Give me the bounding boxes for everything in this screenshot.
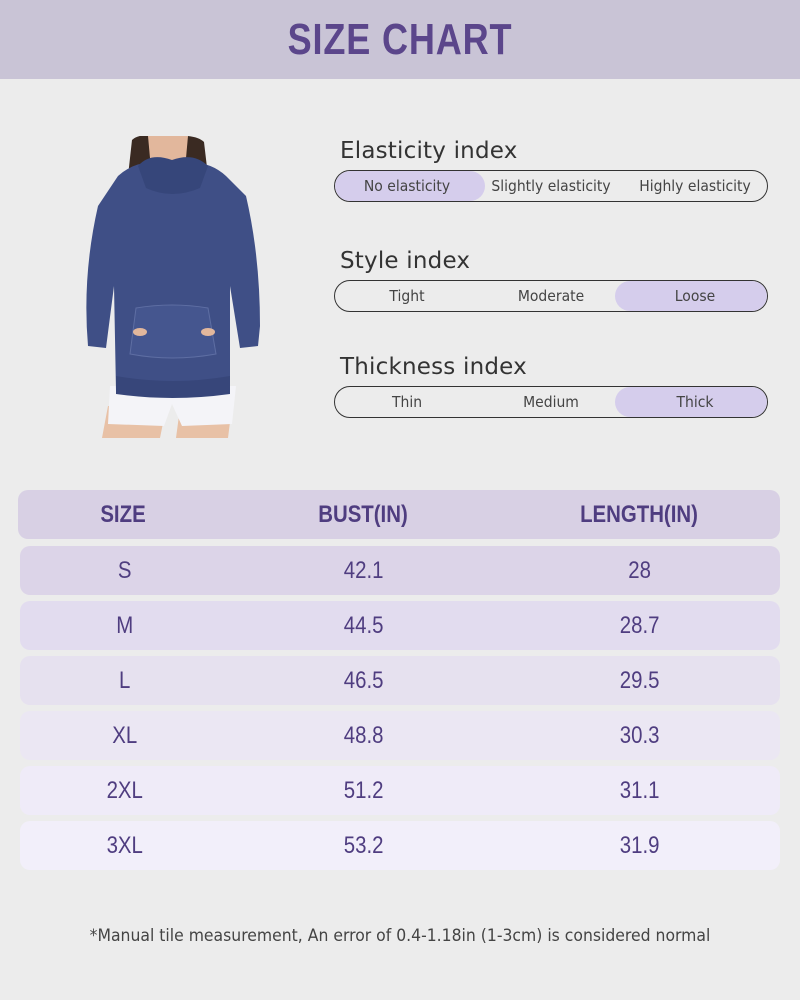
- size-table: SIZE BUST(IN) LENGTH(IN) S 42.1 28 M 44.5 28.…: [18, 490, 780, 876]
- style-option-moderate: Moderate: [517, 287, 585, 305]
- page-title: SIZE CHART: [287, 14, 513, 64]
- cell-size: 2XL: [106, 776, 143, 804]
- thickness-option-thin: Thin: [391, 393, 423, 411]
- cell-bust: 51.2: [344, 776, 384, 804]
- product-image: [80, 134, 265, 441]
- header-size: SIZE: [100, 500, 146, 528]
- thickness-selected-highlight: [615, 387, 767, 417]
- table-header: SIZE BUST(IN) LENGTH(IN): [18, 490, 780, 539]
- thickness-option-medium: Medium: [523, 393, 579, 411]
- style-scale: Tight Moderate Loose: [334, 280, 768, 312]
- table-row: S 42.1 28: [20, 546, 780, 595]
- header-length: LENGTH(IN): [580, 500, 698, 528]
- cell-length: 31.9: [619, 831, 660, 859]
- style-option-tight: Tight: [389, 287, 425, 305]
- cell-size: XL: [112, 721, 138, 749]
- header-bust: BUST(IN): [318, 500, 408, 528]
- elasticity-option-slight: Slightly elasticity: [491, 177, 611, 195]
- elasticity-index-title: Elasticity index: [340, 138, 518, 164]
- cell-length: 29.5: [619, 666, 660, 694]
- cell-size: M: [116, 611, 134, 639]
- table-row: M 44.5 28.7: [20, 601, 780, 650]
- cell-length: 28: [628, 556, 651, 584]
- cell-size: 3XL: [106, 831, 143, 859]
- thickness-index: Thickness index Thin Medium Thick: [334, 354, 768, 418]
- thickness-option-thick: Thick: [676, 393, 714, 411]
- cell-size: L: [119, 666, 131, 694]
- header-banner: SIZE CHART: [0, 0, 800, 79]
- cell-bust: 42.1: [344, 556, 384, 584]
- elasticity-option-none: No elasticity: [363, 177, 451, 195]
- table-row: 2XL 51.2 31.1: [20, 766, 780, 815]
- table-row: 3XL 53.2 31.9: [20, 821, 780, 870]
- cell-bust: 53.2: [344, 831, 384, 859]
- cell-bust: 46.5: [344, 666, 384, 694]
- table-row: L 46.5 29.5: [20, 656, 780, 705]
- style-index: Style index Tight Moderate Loose: [334, 248, 768, 312]
- cell-length: 30.3: [619, 721, 660, 749]
- cell-size: S: [117, 556, 132, 584]
- elasticity-selected-highlight: [335, 171, 485, 201]
- style-index-title: Style index: [340, 248, 471, 274]
- table-row: XL 48.8 30.3: [20, 711, 780, 760]
- thickness-index-title: Thickness index: [340, 354, 527, 380]
- thickness-scale: Thin Medium Thick: [334, 386, 768, 418]
- cell-bust: 44.5: [344, 611, 384, 639]
- cell-bust: 48.8: [344, 721, 384, 749]
- elasticity-index: Elasticity index No elasticity Slightly …: [334, 138, 768, 202]
- style-selected-highlight: [615, 281, 767, 311]
- elasticity-scale: No elasticity Slightly elasticity Highly…: [334, 170, 768, 202]
- cell-length: 28.7: [619, 611, 660, 639]
- cell-length: 31.1: [619, 776, 660, 804]
- style-option-loose: Loose: [674, 287, 716, 305]
- measurement-footnote: *Manual tile measurement, An error of 0.…: [89, 926, 711, 946]
- elasticity-option-high: Highly elasticity: [639, 177, 751, 195]
